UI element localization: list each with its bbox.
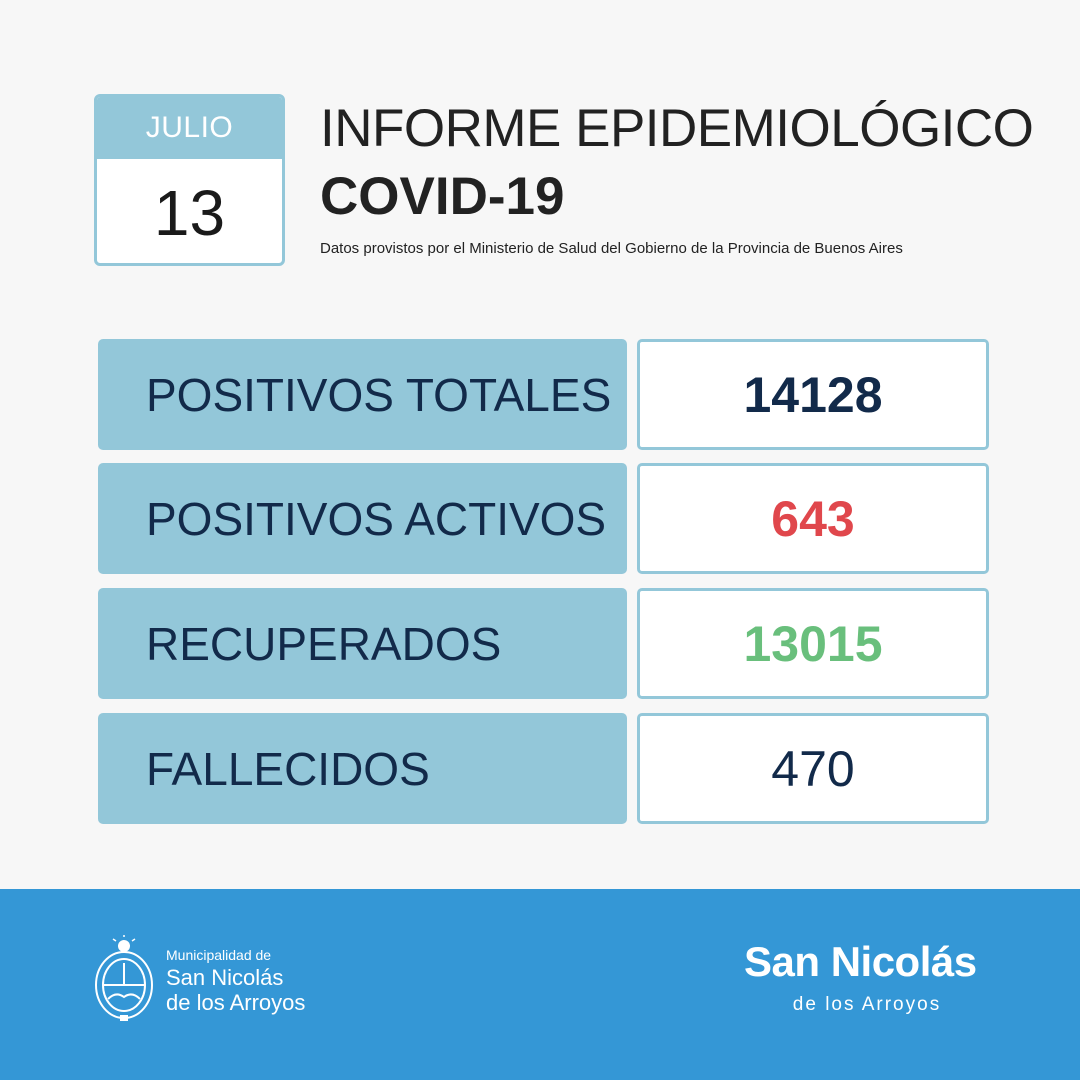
stat-label: POSITIVOS ACTIVOS [98, 463, 627, 574]
stat-value: 643 [637, 463, 989, 574]
municipality-name-line1: San Nicolás [166, 965, 284, 990]
stat-label: POSITIVOS TOTALES [98, 339, 627, 450]
stat-value: 470 [637, 713, 989, 824]
stat-row-recuperados: RECUPERADOS 13015 [98, 588, 989, 699]
footer-bar [0, 889, 1080, 1080]
report-title: INFORME EPIDEMIOLÓGICO [320, 99, 1034, 158]
stat-row-positivos-activos: POSITIVOS ACTIVOS 643 [98, 463, 989, 574]
stat-row-fallecidos: FALLECIDOS 470 [98, 713, 989, 824]
calendar-day: 13 [153, 177, 226, 249]
stat-value: 14128 [637, 339, 989, 450]
brand-logo-text: San Nicolás [744, 938, 977, 985]
municipality-name-line2: de los Arroyos [166, 990, 306, 1015]
stat-label: FALLECIDOS [98, 713, 627, 824]
stat-label: RECUPERADOS [98, 588, 627, 699]
coat-of-arms-icon [95, 935, 153, 1021]
data-source-note: Datos provistos por el Ministerio de Sal… [320, 240, 903, 257]
municipality-prefix: Municipalidad de [166, 947, 272, 963]
stat-value: 13015 [637, 588, 989, 699]
report-subject: COVID-19 [320, 167, 565, 226]
date-calendar-card: JULIO 13 [94, 94, 285, 266]
calendar-month: JULIO [97, 97, 282, 159]
brand-logo-subtext: de los Arroyos [792, 994, 942, 1015]
stat-row-positivos-totales: POSITIVOS TOTALES 14128 [98, 339, 989, 450]
